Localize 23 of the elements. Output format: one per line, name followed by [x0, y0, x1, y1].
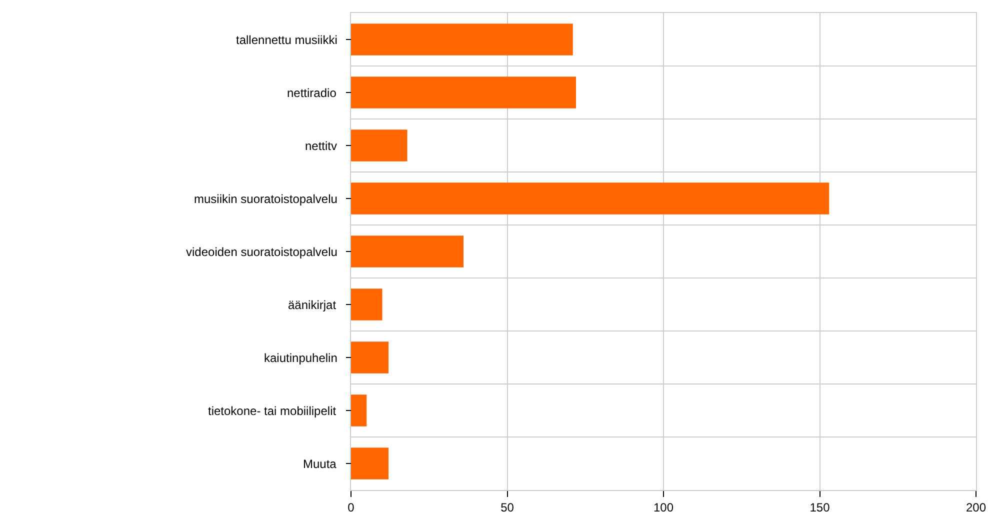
y-tick-label: videoiden suoratoistopalvelu [186, 245, 338, 259]
bar [351, 448, 388, 480]
y-tick-label: kaiutinpuhelin [264, 351, 338, 365]
y-tick-label: tallennettu musiikki [236, 33, 338, 47]
y-tick-label: musiikin suoratoistopalvelu [194, 192, 338, 206]
x-tick-label: 150 [810, 500, 830, 514]
bar [351, 76, 576, 108]
x-tick-label: 0 [348, 500, 355, 514]
y-tick-label: nettitv [305, 139, 338, 153]
bar [351, 182, 830, 214]
x-tick-label: 50 [500, 500, 514, 514]
x-tick-label: 100 [653, 500, 674, 514]
y-tick-label: tietokone- tai mobiilipelit [208, 404, 337, 418]
bar [351, 288, 382, 320]
bar [351, 24, 573, 56]
y-tick-label: äänikirjat [288, 298, 337, 312]
y-tick-label: Muuta [303, 457, 337, 471]
y-tick-label: nettiradio [287, 86, 337, 100]
x-tick-label: 200 [966, 500, 986, 514]
bar [351, 342, 388, 374]
bar [351, 130, 408, 162]
bar [351, 236, 464, 268]
bar [351, 394, 367, 426]
